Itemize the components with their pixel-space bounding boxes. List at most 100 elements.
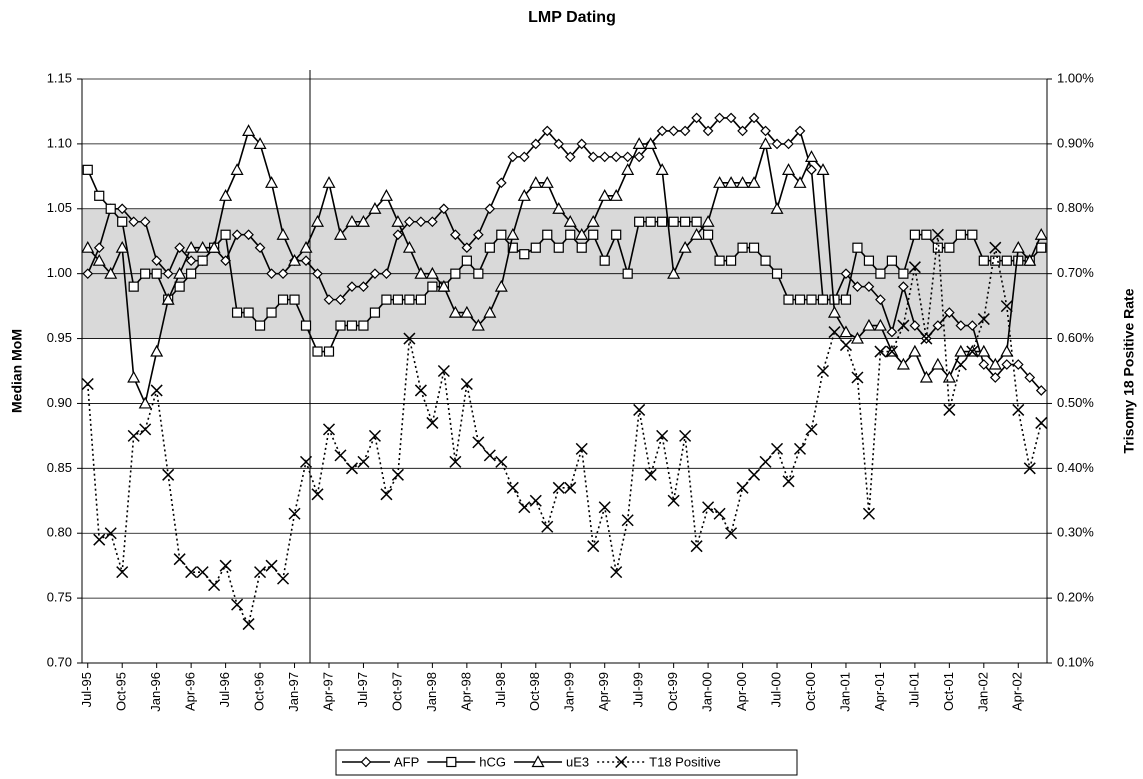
marker xyxy=(402,240,416,253)
marker xyxy=(346,320,358,331)
marker xyxy=(736,481,749,494)
marker xyxy=(1036,242,1047,253)
marker xyxy=(576,242,587,253)
marker xyxy=(495,177,507,189)
marker xyxy=(323,294,335,305)
marker xyxy=(667,266,681,279)
marker xyxy=(335,294,346,305)
marker xyxy=(644,468,657,481)
marker xyxy=(794,294,806,305)
marker xyxy=(368,202,382,214)
marker xyxy=(725,255,737,266)
marker xyxy=(518,501,531,514)
marker xyxy=(679,429,692,442)
marker xyxy=(276,227,290,240)
marker xyxy=(989,372,1001,383)
marker xyxy=(254,566,267,579)
marker xyxy=(655,163,669,175)
y-tick-label: 0.95 xyxy=(47,330,72,345)
marker xyxy=(873,318,887,331)
marker xyxy=(771,138,783,150)
x-tick-label: Oct-97 xyxy=(389,672,404,711)
marker xyxy=(518,151,530,163)
x-tick-label: Oct-00 xyxy=(803,672,818,711)
marker xyxy=(783,294,794,305)
marker xyxy=(542,229,553,240)
marker xyxy=(955,320,967,331)
marker xyxy=(426,416,439,429)
marker xyxy=(898,268,909,279)
marker xyxy=(494,279,508,292)
marker xyxy=(552,202,566,214)
marker xyxy=(265,176,279,188)
marker xyxy=(586,215,600,227)
legend-box xyxy=(335,749,798,776)
marker xyxy=(448,305,462,318)
marker xyxy=(231,598,244,611)
marker xyxy=(81,240,95,253)
marker xyxy=(794,125,806,137)
series-line xyxy=(86,234,1043,627)
marker xyxy=(851,371,864,384)
x-tick-label: Jul-98 xyxy=(493,672,508,707)
x-tick-label: Jan-01 xyxy=(837,672,852,712)
marker xyxy=(667,494,680,507)
marker xyxy=(863,255,875,266)
marker xyxy=(862,318,876,331)
marker xyxy=(806,294,817,305)
x-tick-label: Apr-97 xyxy=(320,672,335,711)
marker xyxy=(598,501,611,514)
marker xyxy=(529,176,543,188)
marker xyxy=(782,475,795,488)
marker xyxy=(415,216,427,228)
marker xyxy=(817,294,829,305)
x-tick-label: Apr-98 xyxy=(458,672,473,711)
marker xyxy=(197,255,208,266)
marker xyxy=(886,255,898,266)
marker xyxy=(990,255,1001,266)
marker xyxy=(369,307,381,318)
marker xyxy=(507,242,518,253)
y-tick-label: 0.70 xyxy=(47,654,72,669)
marker xyxy=(530,138,542,150)
marker xyxy=(414,266,428,279)
x-tick-label: Jul-96 xyxy=(217,672,232,707)
marker xyxy=(186,268,197,279)
marker xyxy=(162,468,175,481)
marker xyxy=(850,331,864,344)
marker xyxy=(621,163,635,175)
marker xyxy=(277,268,289,280)
y2-tick-label: 0.10% xyxy=(1057,654,1094,669)
marker xyxy=(875,294,886,305)
marker xyxy=(553,242,564,253)
marker xyxy=(446,756,457,768)
marker xyxy=(392,229,404,241)
marker xyxy=(254,320,266,331)
marker xyxy=(312,346,323,357)
marker xyxy=(633,151,645,163)
x-tick-label: Apr-00 xyxy=(734,672,749,711)
marker xyxy=(668,216,679,227)
marker xyxy=(587,151,599,163)
marker xyxy=(748,468,761,481)
y2-tick-label: 0.80% xyxy=(1057,200,1094,215)
marker xyxy=(553,138,565,150)
marker xyxy=(438,203,450,215)
marker xyxy=(541,520,554,533)
marker xyxy=(427,281,438,292)
marker xyxy=(862,507,875,520)
y-axis-title: Median MoM xyxy=(9,329,25,413)
x-tick-label: Jan-97 xyxy=(286,672,301,712)
y2-tick-label: 1.00% xyxy=(1057,70,1094,85)
marker xyxy=(702,501,715,514)
x-tick-label: Jan-96 xyxy=(148,672,163,712)
marker xyxy=(840,268,852,280)
marker xyxy=(886,326,898,338)
marker xyxy=(713,176,727,188)
y-tick-label: 1.15 xyxy=(47,70,72,85)
marker xyxy=(449,455,462,468)
marker xyxy=(116,203,128,215)
marker xyxy=(978,255,989,266)
marker xyxy=(403,332,416,345)
